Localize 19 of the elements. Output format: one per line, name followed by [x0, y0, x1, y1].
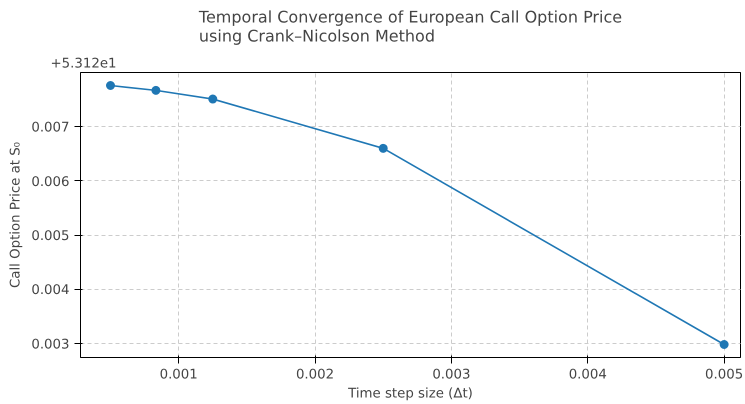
text: +5.312e1 — [50, 56, 117, 72]
x-tick-label: 0.001 — [160, 368, 198, 382]
y-tick-label: 0.004 — [31, 283, 70, 298]
x-tick-label: 0.004 — [568, 368, 607, 382]
y-tick-label: 0.007 — [31, 120, 70, 136]
point — [151, 86, 160, 95]
point — [378, 144, 388, 153]
y-tick-label: 0.003 — [31, 337, 70, 352]
y-tick-label: 0.006 — [31, 174, 70, 190]
x-tick-label: 0.002 — [296, 368, 334, 382]
y-axis-title: Call Option Price at S₀ — [8, 142, 24, 288]
x-tick-label: 0.003 — [432, 368, 470, 382]
x-axis-title: Time step size (Δt) — [347, 386, 473, 402]
chart-title: Temporal Convergence of European Call Option Price using Crank–Nicolson Method — [198, 8, 622, 46]
point — [106, 81, 115, 90]
y-tick-label: 0.005 — [31, 229, 70, 244]
point — [720, 340, 729, 349]
point — [208, 94, 218, 104]
x-tick-label: 0.005 — [705, 368, 744, 382]
